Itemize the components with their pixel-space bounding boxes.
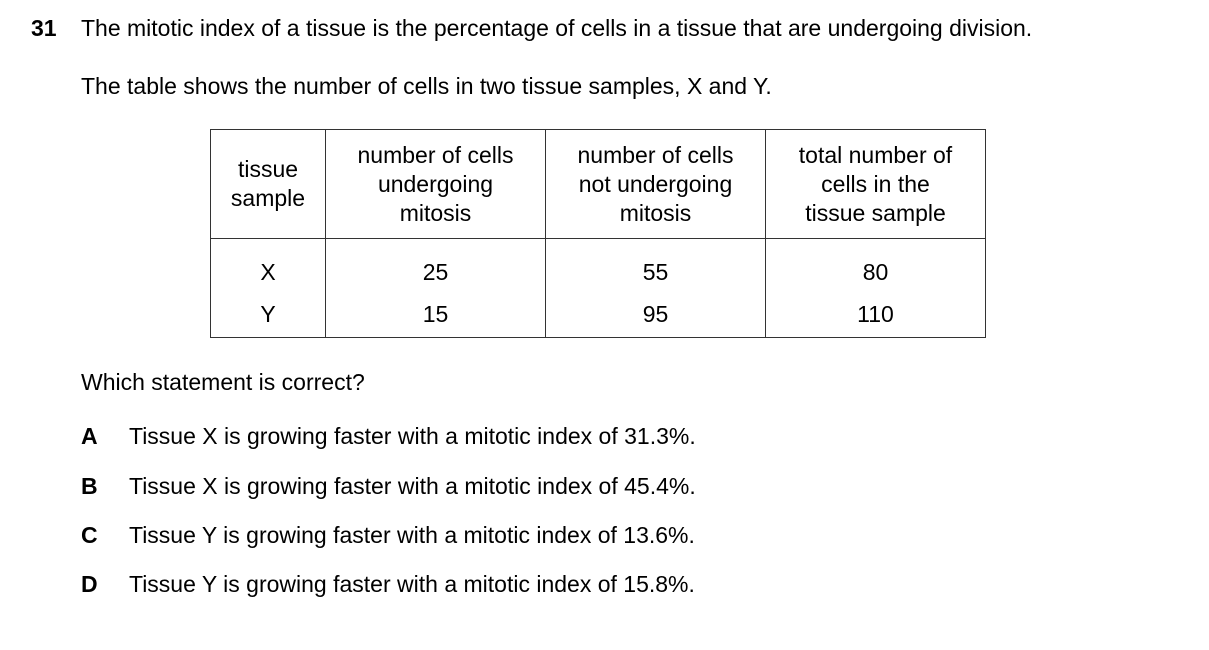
answer-option-d[interactable]: D Tissue Y is growing faster with a mitot… (81, 571, 695, 598)
table-cell-total: 110 (765, 301, 986, 338)
header-tissue-sample: tissue sample (210, 129, 326, 239)
table-intro: The table shows the number of cells in t… (81, 73, 772, 99)
answer-option-a[interactable]: A Tissue X is growing faster with a mitot… (81, 423, 696, 450)
cell-count-table: tissue sample number of cells undergoing… (210, 129, 986, 338)
table-cell-sample: Y (210, 301, 326, 338)
question-stem: The mitotic index of a tissue is the per… (81, 15, 1033, 41)
header-line: mitosis (619, 199, 692, 226)
table-cell-undergoing: 15 (325, 301, 546, 338)
option-text: Tissue Y is growing faster with a mitoti… (129, 522, 695, 548)
table-cell-sample: X (210, 238, 326, 301)
table-cell-not-undergoing: 95 (545, 301, 766, 338)
header-line: undergoing (377, 170, 494, 197)
table-row: Y 15 95 110 (210, 301, 986, 338)
header-line: mitosis (399, 199, 472, 226)
option-letter: A (81, 423, 98, 449)
table-header-row: tissue sample number of cells undergoing… (210, 129, 986, 239)
table-cell-total: 80 (765, 238, 986, 301)
answer-option-c[interactable]: C Tissue Y is growing faster with a mitot… (81, 522, 695, 549)
table-cell-not-undergoing: 55 (545, 238, 766, 301)
header-line: tissue sample (805, 199, 946, 226)
header-line: number of cells (357, 141, 514, 168)
option-letter: D (81, 571, 98, 597)
question-prompt: Which statement is correct? (81, 369, 365, 395)
header-line: total number of (798, 141, 953, 168)
option-letter: B (81, 473, 98, 499)
header-line: number of cells (577, 141, 734, 168)
answer-option-b[interactable]: B Tissue X is growing faster with a mitot… (81, 473, 696, 500)
question-number: 31 (31, 15, 57, 41)
header-total-cells: total number of cells in the tissue samp… (765, 129, 986, 239)
option-letter: C (81, 522, 98, 548)
header-line: sample (230, 185, 306, 211)
header-line: tissue (237, 156, 299, 182)
option-text: Tissue X is growing faster with a mitoti… (129, 423, 696, 449)
header-line: cells in the (821, 170, 930, 197)
header-not-undergoing-mitosis: number of cells not undergoing mitosis (545, 129, 766, 239)
header-line: not undergoing (578, 170, 733, 197)
header-undergoing-mitosis: number of cells undergoing mitosis (325, 129, 546, 239)
option-text: Tissue Y is growing faster with a mitoti… (129, 571, 695, 597)
option-text: Tissue X is growing faster with a mitoti… (129, 473, 696, 499)
table-cell-undergoing: 25 (325, 238, 546, 301)
table-row: X 25 55 80 (210, 238, 986, 301)
